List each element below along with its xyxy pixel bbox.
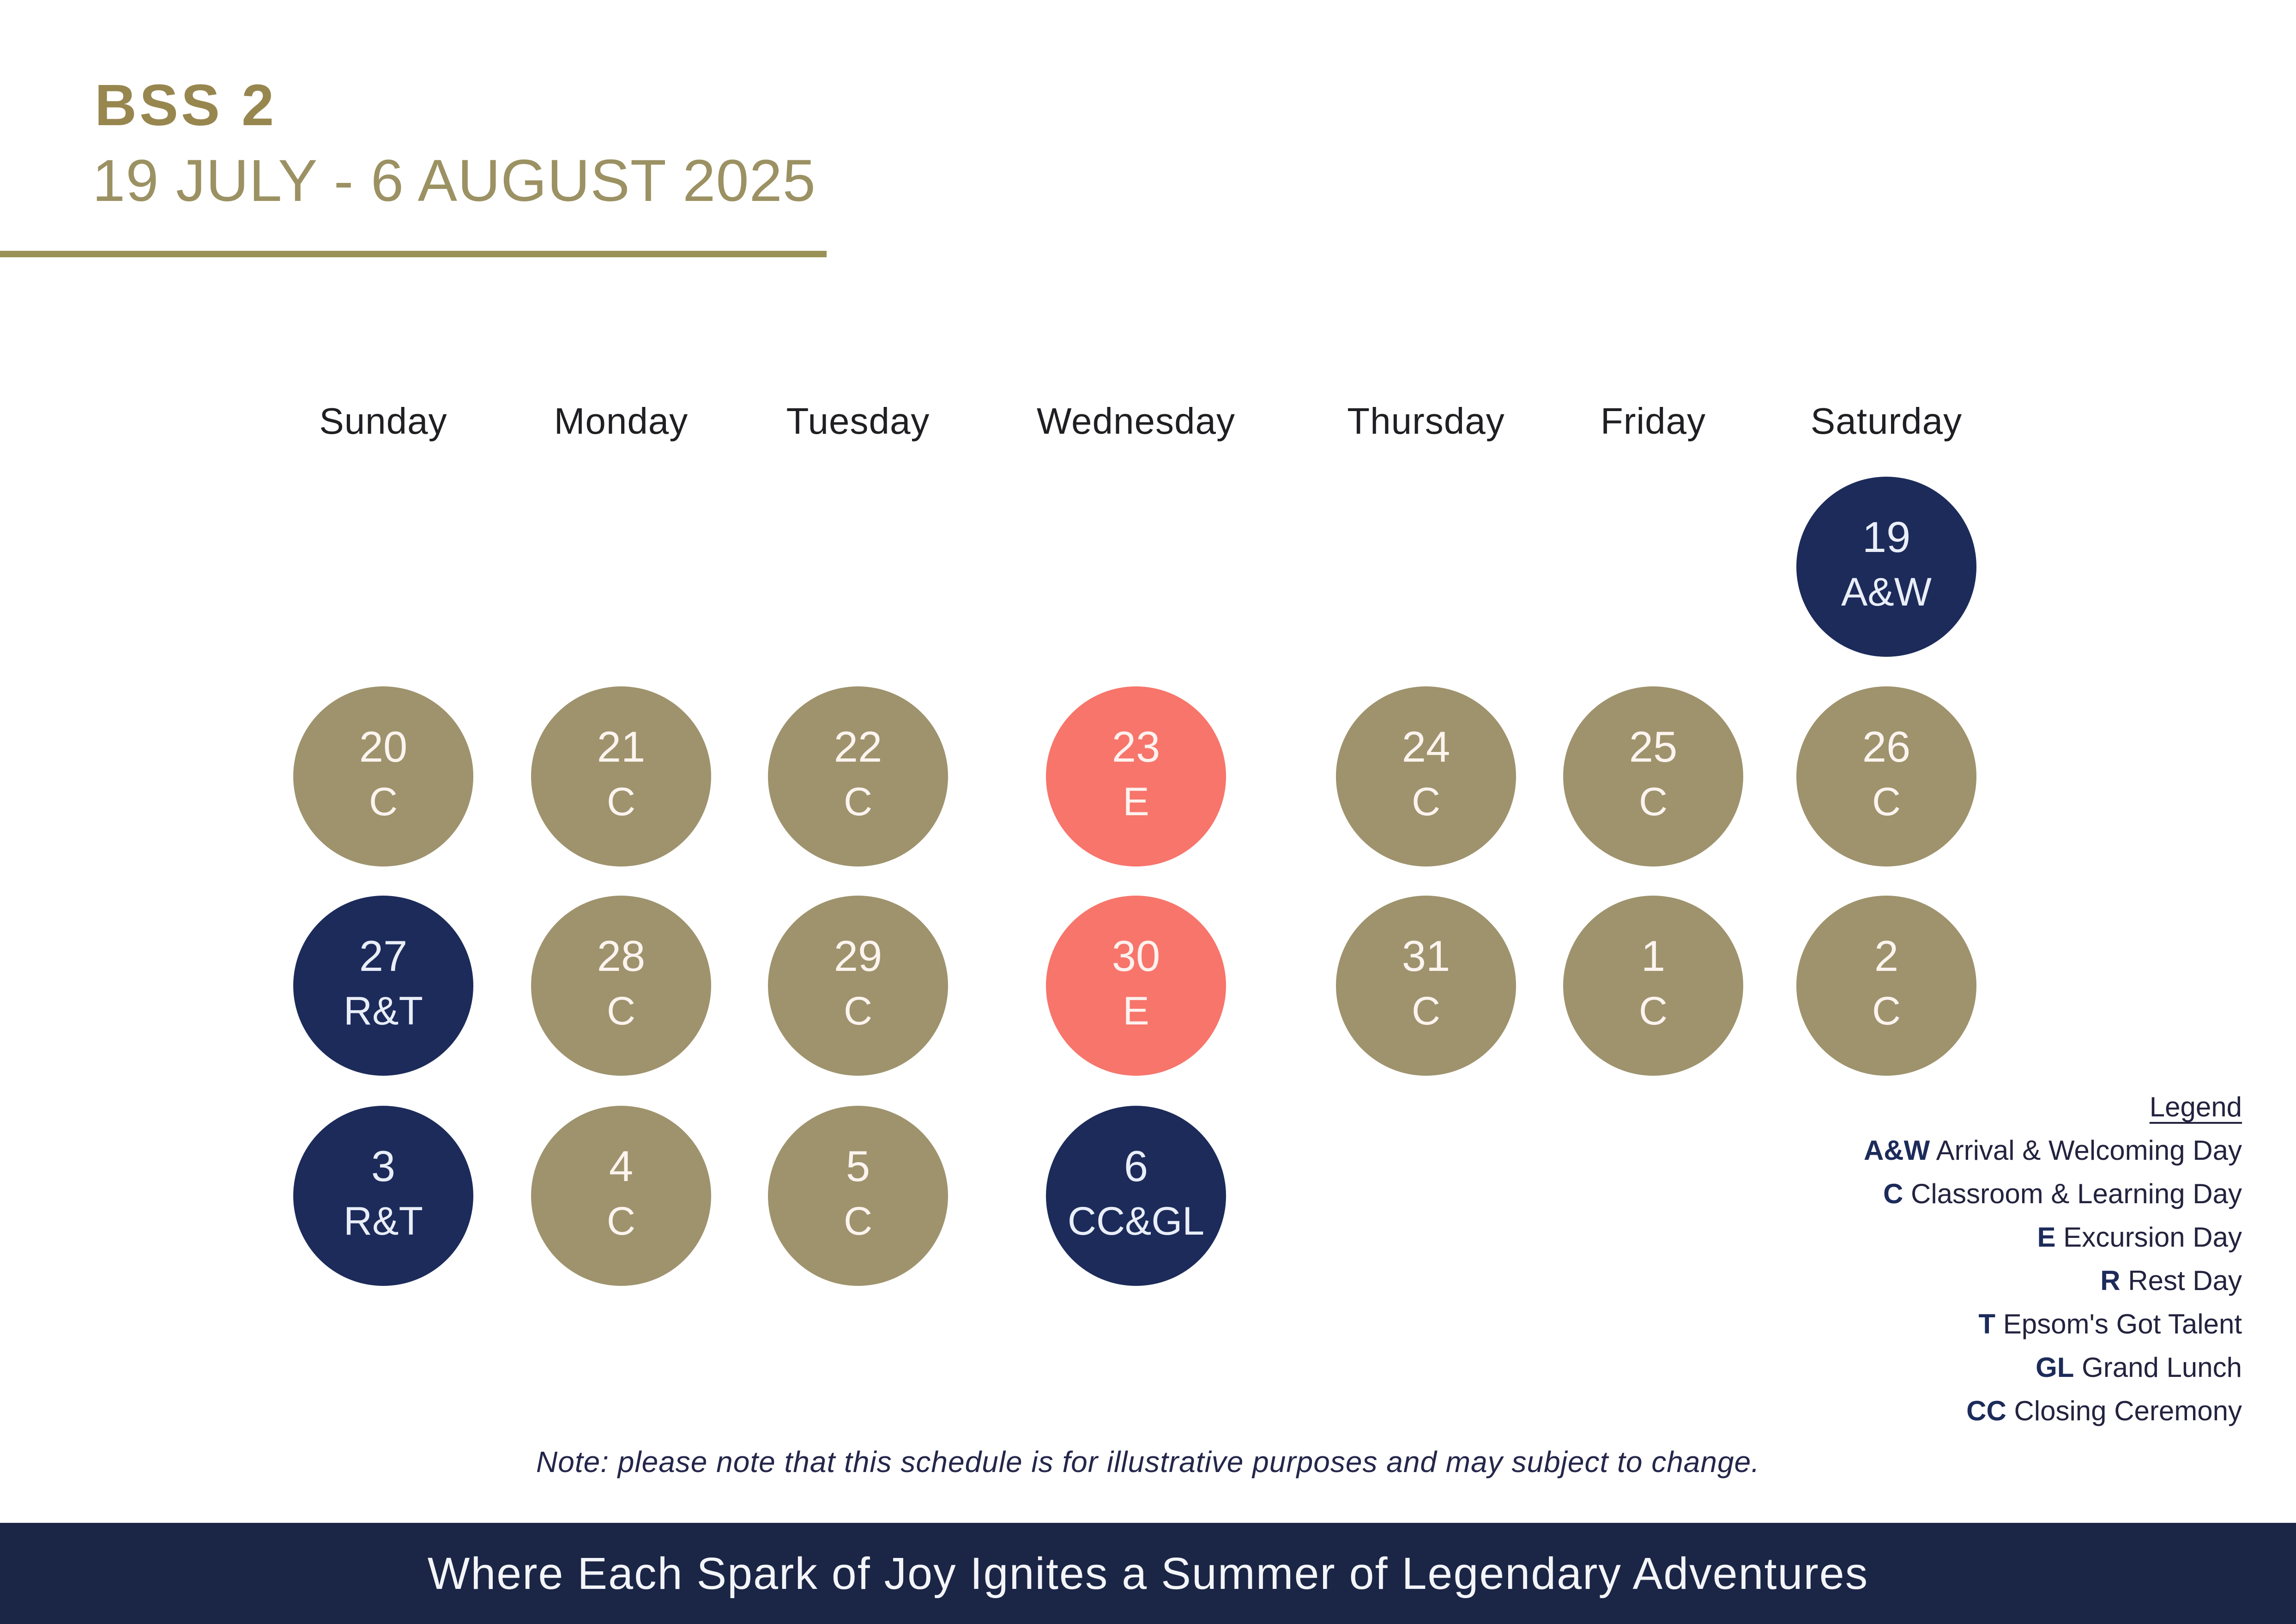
legend-item-cc: CC Closing Ceremony — [1864, 1389, 2242, 1433]
day-activity-code: E — [1123, 780, 1149, 824]
day-activity-code: C — [369, 780, 398, 824]
day-number: 22 — [834, 722, 882, 771]
calendar-day-26: 26 C — [1796, 686, 1976, 867]
calendar-day-20: 20 C — [293, 686, 473, 867]
legend-item-gl: GL Grand Lunch — [1864, 1346, 2242, 1389]
day-activity-code: A&W — [1841, 570, 1932, 614]
day-activity-code: C — [843, 989, 873, 1033]
day-number: 26 — [1862, 722, 1911, 771]
day-number: 1 — [1641, 932, 1666, 980]
day-number: 28 — [597, 932, 646, 980]
day-number: 31 — [1402, 932, 1450, 980]
calendar-day-29: 29 C — [768, 896, 948, 1076]
calendar-day-28: 28 C — [531, 896, 711, 1076]
day-header-saturday: Saturday — [1810, 400, 1963, 442]
day-activity-code: C — [606, 1199, 636, 1243]
legend-label: Grand Lunch — [2074, 1352, 2242, 1383]
legend-abbr: A&W — [1863, 1135, 1930, 1166]
day-activity-code: C — [1411, 989, 1441, 1033]
calendar-day-22: 22 C — [768, 686, 948, 867]
legend-abbr: T — [1978, 1309, 1996, 1339]
legend-abbr: E — [2037, 1222, 2056, 1253]
day-activity-code: R&T — [344, 989, 423, 1033]
legend-item-e: E Excursion Day — [1864, 1216, 2242, 1259]
day-header-sunday: Sunday — [319, 400, 447, 442]
date-range: 19 JULY - 6 AUGUST 2025 — [92, 148, 816, 214]
day-number: 21 — [597, 722, 646, 771]
legend: Legend A&W Arrival & Welcoming Day C Clas… — [1864, 1085, 2242, 1433]
day-activity-code: C — [1638, 780, 1668, 824]
legend-label: Arrival & Welcoming Day — [1930, 1135, 2242, 1166]
legend-abbr: C — [1883, 1178, 1903, 1209]
calendar-day-27: 27 R&T — [293, 896, 473, 1076]
day-activity-code: E — [1123, 989, 1149, 1033]
day-activity-code: C — [1872, 989, 1901, 1033]
footer-banner: Where Each Spark of Joy Ignites a Summer… — [0, 1523, 2296, 1624]
legend-label: Closing Ceremony — [2006, 1395, 2242, 1426]
legend-abbr: CC — [1966, 1395, 2006, 1426]
calendar-day-30: 30 E — [1046, 896, 1226, 1076]
calendar-day-24: 24 C — [1336, 686, 1516, 867]
calendar-day-31: 31 C — [1336, 896, 1516, 1076]
legend-label: Classroom & Learning Day — [1903, 1178, 2242, 1209]
day-activity-code: C — [1638, 989, 1668, 1033]
calendar-day-3: 3 R&T — [293, 1106, 473, 1286]
calendar-day-25: 25 C — [1563, 686, 1743, 867]
legend-item-t: T Epsom's Got Talent — [1864, 1303, 2242, 1346]
day-header-thursday: Thursday — [1347, 400, 1505, 442]
divider-line — [0, 251, 827, 257]
calendar-day-19: 19 A&W — [1796, 477, 1976, 657]
day-number: 27 — [359, 932, 408, 980]
legend-title: Legend — [2149, 1091, 2242, 1122]
day-activity-code: C — [1872, 780, 1901, 824]
schedule-note: Note: please note that this schedule is … — [536, 1445, 1760, 1479]
day-number: 3 — [371, 1142, 396, 1190]
legend-item-r: R Rest Day — [1864, 1259, 2242, 1303]
legend-item-c: C Classroom & Learning Day — [1864, 1172, 2242, 1216]
day-number: 29 — [834, 932, 882, 980]
calendar-day-21: 21 C — [531, 686, 711, 867]
day-header-wednesday: Wednesday — [1036, 400, 1235, 442]
calendar-day-23: 23 E — [1046, 686, 1226, 867]
day-number: 20 — [359, 722, 408, 771]
day-number: 19 — [1862, 513, 1911, 561]
day-number: 4 — [609, 1142, 634, 1190]
day-activity-code: C — [1411, 780, 1441, 824]
day-activity-code: R&T — [344, 1199, 423, 1243]
page-title: BSS 2 — [95, 73, 277, 138]
footer-tagline: Where Each Spark of Joy Ignites a Summer… — [427, 1548, 1869, 1599]
day-activity-code: CC&GL — [1067, 1199, 1205, 1243]
legend-label: Rest Day — [2120, 1265, 2242, 1296]
day-header-monday: Monday — [554, 400, 689, 442]
legend-abbr: GL — [2036, 1352, 2074, 1383]
day-number: 24 — [1402, 722, 1450, 771]
day-header-tuesday: Tuesday — [786, 400, 930, 442]
legend-label: Excursion Day — [2055, 1222, 2242, 1253]
day-number: 30 — [1112, 932, 1160, 980]
day-number: 2 — [1874, 932, 1899, 980]
calendar-day-6: 6 CC&GL — [1046, 1106, 1226, 1286]
legend-abbr: R — [2100, 1265, 2121, 1296]
day-header-friday: Friday — [1600, 400, 1706, 442]
day-number: 5 — [846, 1142, 870, 1190]
day-number: 25 — [1629, 722, 1678, 771]
legend-item-aandw: A&W Arrival & Welcoming Day — [1864, 1129, 2242, 1172]
day-number: 23 — [1112, 722, 1160, 771]
day-activity-code: C — [606, 989, 636, 1033]
day-activity-code: C — [843, 780, 873, 824]
legend-label: Epsom's Got Talent — [1995, 1309, 2242, 1339]
day-activity-code: C — [843, 1199, 873, 1243]
day-number: 6 — [1124, 1142, 1148, 1190]
legend-items: A&W Arrival & Welcoming Day C Classroom &… — [1864, 1129, 2242, 1433]
day-activity-code: C — [606, 780, 636, 824]
